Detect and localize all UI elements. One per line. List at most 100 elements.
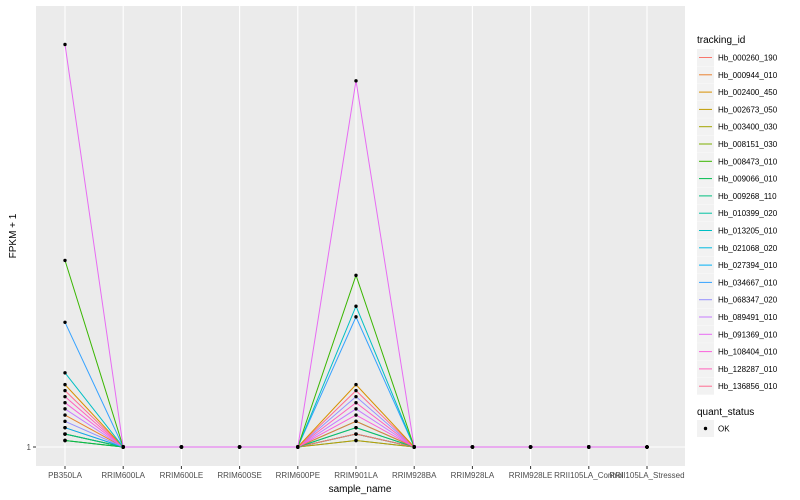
data-point bbox=[470, 445, 475, 449]
legend-item: Hb_027394_010 bbox=[697, 256, 778, 274]
data-point bbox=[63, 419, 67, 424]
y-axis-title: FPKM + 1 bbox=[8, 213, 19, 258]
x-tick-label: PB350LA bbox=[48, 471, 82, 480]
legend-item: Hb_010399_020 bbox=[697, 204, 778, 222]
legend-label: Hb_091369_010 bbox=[718, 330, 778, 339]
data-point bbox=[354, 438, 358, 443]
legend-item: Hb_136856_010 bbox=[697, 377, 778, 395]
data-point bbox=[528, 445, 533, 449]
legend-label: Hb_002400_450 bbox=[718, 88, 778, 97]
legend-label: Hb_128287_010 bbox=[718, 365, 778, 374]
legend-label: Hb_010399_020 bbox=[718, 209, 778, 218]
data-point bbox=[354, 273, 358, 278]
data-point bbox=[354, 425, 358, 430]
legend-label: Hb_009066_010 bbox=[718, 175, 778, 184]
legend-item: Hb_021068_020 bbox=[697, 239, 778, 257]
data-point bbox=[63, 382, 67, 387]
legend-label: Hb_034667_010 bbox=[718, 278, 778, 287]
data-point bbox=[63, 394, 67, 399]
legend-item: Hb_108404_010 bbox=[697, 343, 778, 361]
data-point bbox=[354, 413, 358, 417]
data-point bbox=[354, 304, 358, 308]
data-point bbox=[354, 79, 358, 83]
legend-label: Hb_002673_050 bbox=[718, 105, 778, 114]
data-point bbox=[63, 320, 67, 324]
quant-status-legend: quant_status OK bbox=[697, 407, 754, 437]
legend-item: Hb_128287_010 bbox=[697, 360, 778, 378]
data-point bbox=[645, 445, 649, 449]
legend-item: Hb_000260_190 bbox=[697, 49, 778, 66]
data-point bbox=[354, 382, 358, 387]
legend-item: Hb_008151_030 bbox=[697, 135, 778, 153]
data-point bbox=[354, 407, 358, 411]
legend-label: Hb_000260_190 bbox=[718, 54, 778, 63]
legend-item: Hb_002400_450 bbox=[697, 83, 778, 101]
x-tick-label: RRIM928LA bbox=[451, 471, 495, 480]
data-point bbox=[354, 315, 358, 319]
legend-label: Hb_000944_010 bbox=[718, 71, 778, 80]
data-point bbox=[63, 258, 67, 263]
data-point bbox=[121, 445, 125, 449]
legend-item: Hb_013205_010 bbox=[697, 222, 778, 239]
legend-item: Hb_068347_020 bbox=[697, 291, 778, 309]
legend-item: Hb_034667_010 bbox=[697, 273, 778, 291]
data-point bbox=[354, 401, 358, 405]
legend-item: Hb_008473_010 bbox=[697, 152, 778, 170]
legend-item: Hb_009268_110 bbox=[697, 187, 777, 205]
legend-label: Hb_021068_020 bbox=[718, 244, 778, 253]
legend-item: Hb_000944_010 bbox=[697, 66, 778, 84]
legend-item: Hb_091369_010 bbox=[697, 325, 778, 343]
data-point bbox=[412, 445, 416, 449]
legend-label: Hb_009268_110 bbox=[718, 192, 777, 201]
x-tick-label: RRIM600SE bbox=[217, 471, 261, 480]
legend-item: Hb_003400_030 bbox=[697, 118, 778, 136]
data-point bbox=[354, 432, 358, 436]
x-axis: PB350LA RRIM600LA RRIM600LE RRIM600SE RRIM60… bbox=[48, 466, 685, 480]
legend-label: OK bbox=[718, 425, 730, 434]
data-point bbox=[296, 445, 300, 449]
y-tick-label: 1 bbox=[27, 443, 32, 452]
legend-label: Hb_027394_010 bbox=[718, 261, 778, 270]
x-tick-label: RRIM901LA bbox=[334, 471, 378, 480]
legend-label: Hb_136856_010 bbox=[718, 382, 778, 391]
legend-item: Hb_002673_050 bbox=[697, 100, 778, 118]
data-point bbox=[63, 413, 67, 417]
data-point bbox=[354, 394, 358, 399]
x-tick-label: RRIM600LE bbox=[160, 471, 204, 480]
legend-title-tracking-id: tracking_id bbox=[697, 35, 745, 46]
y-axis: 1 bbox=[27, 443, 36, 452]
x-tick-label: RRIM928LE bbox=[509, 471, 553, 480]
data-point bbox=[63, 388, 67, 393]
data-point bbox=[63, 432, 67, 436]
x-axis-title: sample_name bbox=[329, 484, 392, 495]
x-tick-label: RRII105LA_Control bbox=[554, 471, 624, 480]
data-points bbox=[63, 42, 649, 449]
x-tick-label: RRIM600PE bbox=[276, 471, 320, 480]
panel-background bbox=[36, 6, 685, 466]
data-point bbox=[237, 445, 242, 449]
legend-label: Hb_003400_030 bbox=[718, 123, 778, 132]
data-point bbox=[63, 42, 67, 47]
data-point bbox=[63, 425, 67, 430]
legend-item: Hb_089491_010 bbox=[697, 308, 778, 326]
legend-item: Hb_009066_010 bbox=[697, 170, 778, 188]
legend-label: Hb_013205_010 bbox=[718, 227, 778, 236]
legend-item: OK bbox=[697, 420, 730, 437]
legend-title-quant-status: quant_status bbox=[697, 407, 754, 418]
data-point bbox=[63, 438, 67, 443]
tracking-id-legend: tracking_id Hb_000260_190 Hb_000944_010 Hb… bbox=[697, 35, 778, 395]
data-point bbox=[63, 371, 67, 375]
x-tick-label: RRII105LA_Stressed bbox=[609, 471, 684, 480]
legend-label: Hb_089491_010 bbox=[718, 313, 778, 322]
legend-label: Hb_068347_020 bbox=[718, 296, 778, 305]
data-point bbox=[63, 401, 67, 405]
legend-label: Hb_008473_010 bbox=[718, 157, 778, 166]
data-point bbox=[354, 388, 358, 393]
data-point bbox=[63, 407, 67, 411]
legend-key-point bbox=[703, 426, 708, 431]
data-point bbox=[179, 445, 184, 449]
legend-label: Hb_108404_010 bbox=[718, 348, 778, 357]
x-tick-label: RRIM928BA bbox=[392, 471, 437, 480]
data-point bbox=[354, 419, 358, 424]
